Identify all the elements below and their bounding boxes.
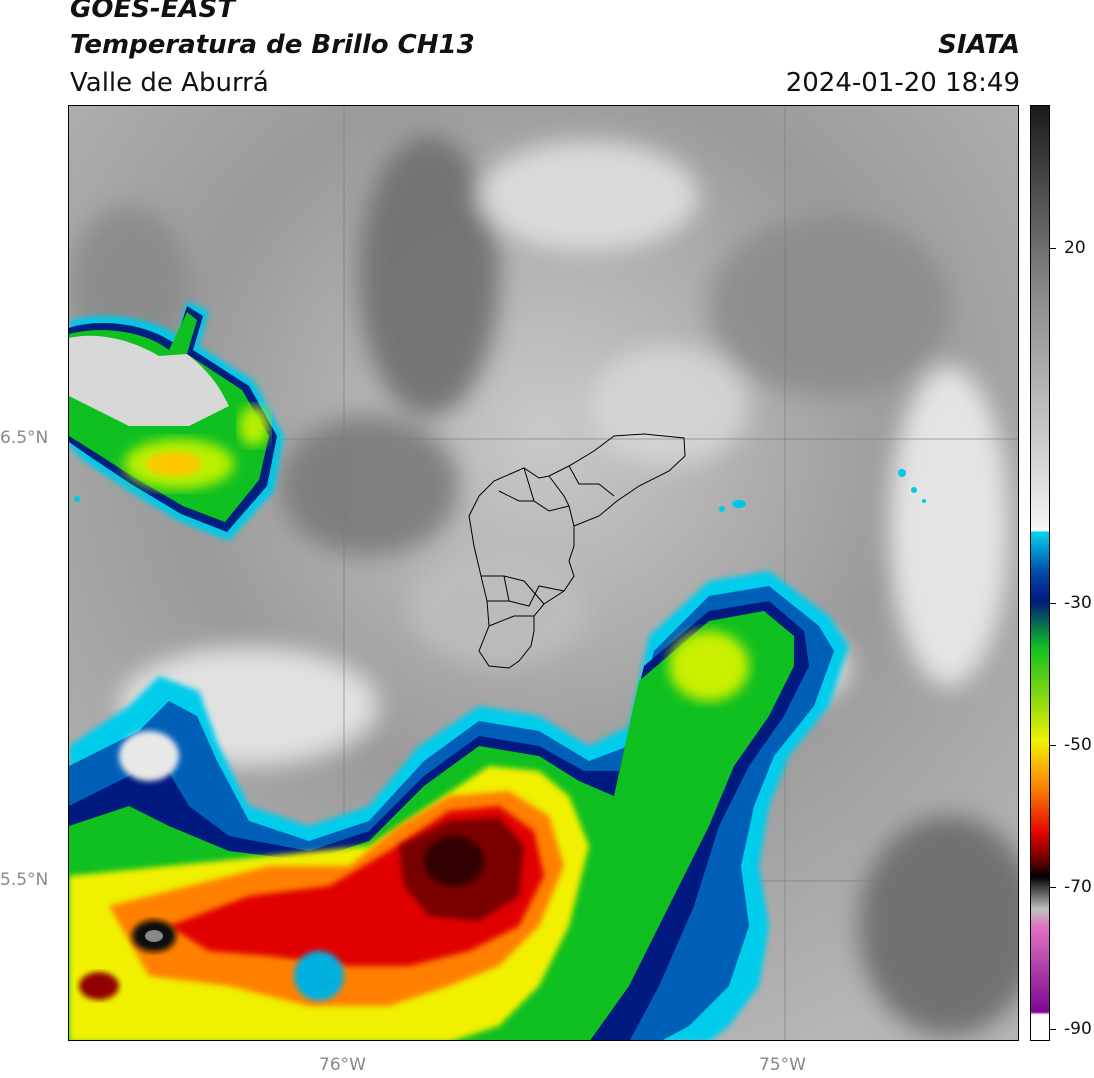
product-title: Temperatura de Brillo CH13	[70, 30, 475, 60]
agency-label: SIATA	[938, 30, 1020, 60]
colorbar-tick	[1050, 745, 1056, 746]
longitude-label-west: 76°W	[319, 1055, 366, 1075]
colorbar-tick	[1050, 887, 1056, 888]
colorbar-tick	[1050, 603, 1056, 604]
latitude-label-north: 6.5°N	[0, 428, 49, 448]
datetime-label: 2024-01-20 18:49	[785, 68, 1020, 98]
colorbar-tick	[1050, 1029, 1056, 1030]
colorbar-tick	[1050, 248, 1056, 249]
colorbar-label-20: 20	[1064, 238, 1086, 258]
latitude-label-south: 5.5°N	[0, 870, 49, 890]
map-panel[interactable]	[68, 105, 1019, 1041]
colorbar-label-minus30: -30	[1064, 593, 1092, 613]
aburra-boundaries	[468, 433, 686, 669]
temperature-colorbar	[1030, 105, 1050, 1041]
colorbar-label-minus90: -90	[1064, 1019, 1092, 1039]
region-subtitle: Valle de Aburrá	[70, 68, 269, 98]
brightness-temperature-map	[69, 106, 1018, 1040]
cloud-cell-northwest	[69, 301, 284, 541]
longitude-label-east: 75°W	[759, 1055, 806, 1075]
colorbar-label-minus50: -50	[1064, 735, 1092, 755]
cloud-system-south	[69, 571, 849, 1040]
small-cells	[74, 469, 926, 512]
satellite-title: GOES-EAST	[70, 0, 236, 24]
colorbar-label-minus70: -70	[1064, 877, 1092, 897]
